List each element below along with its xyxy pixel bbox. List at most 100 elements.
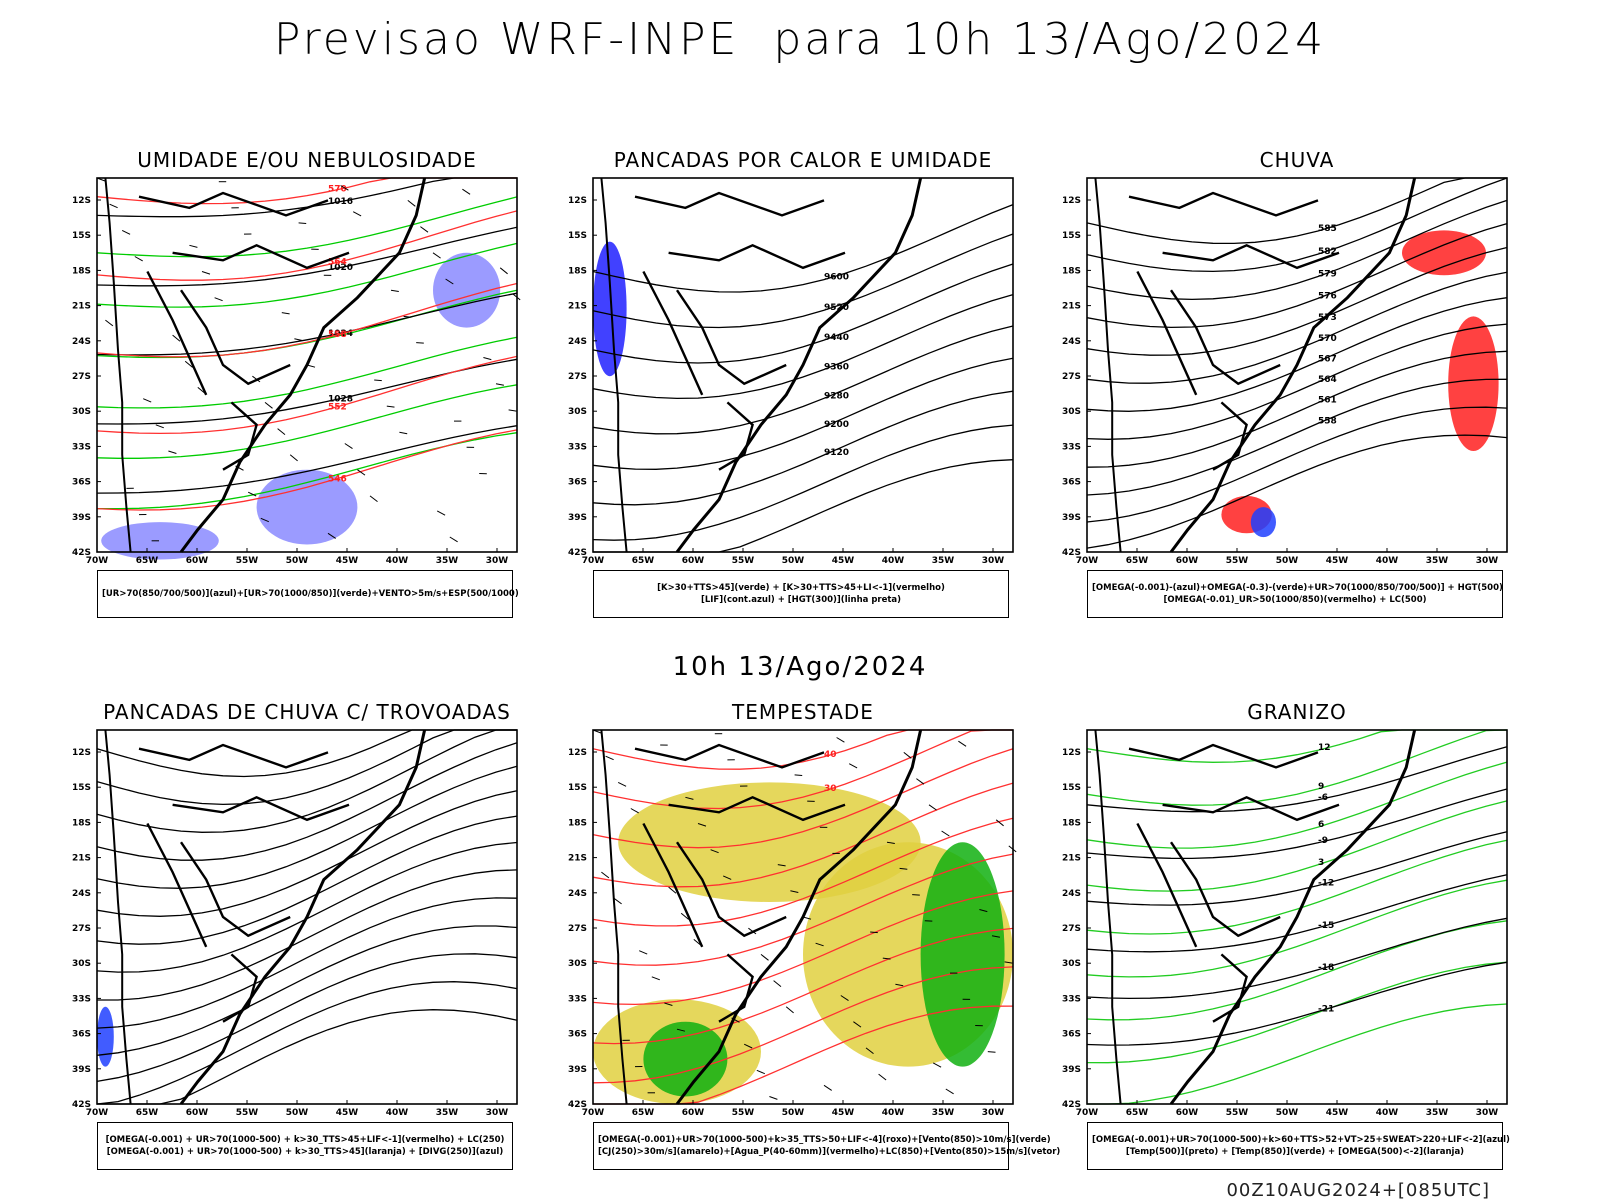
lat-tick-label: 33S — [568, 442, 587, 452]
lat-tick-label: 21S — [1062, 854, 1081, 864]
contour-label: 12 — [1318, 743, 1331, 753]
legend-trovoadas: [OMEGA(-0.001) + UR>70(1000-500) + k>30_… — [97, 1122, 513, 1170]
lat-tick-label: 15S — [1062, 783, 1081, 793]
lat-tick-label: 36S — [1062, 478, 1081, 488]
legend-line: [OMEGA(-0.001)-(azul)+OMEGA(-0.3)-(verde… — [1092, 582, 1498, 594]
legend-line: [K>30+TTS>45](verde) + [K>30+TTS>45+LI<-… — [598, 582, 1004, 594]
lon-tick-label: 70W — [582, 1108, 605, 1118]
contour-label: -9 — [1318, 836, 1328, 846]
lon-tick-label: 40W — [1376, 1108, 1399, 1118]
legend-granizo: [OMEGA(-0.001)+UR>70(1000-500)+k>60+TTS>… — [1087, 1122, 1503, 1170]
wind-arrow — [870, 932, 878, 933]
contour-label: 9360 — [824, 363, 849, 373]
lon-tick-label: 45W — [832, 556, 855, 566]
legend-chuva: [OMEGA(-0.001)-(azul)+OMEGA(-0.3)-(verde… — [1087, 570, 1503, 618]
map-pancadas-calor: 960095209440936092809200912012S15S18S21S… — [593, 178, 1013, 552]
lon-tick-label: 65W — [632, 1108, 655, 1118]
lon-tick-label: 60W — [1176, 556, 1199, 566]
lat-tick-label: 27S — [72, 372, 91, 382]
legend-line: [OMEGA(-0.001)+UR>70(1000-500)+k>60+TTS>… — [1092, 1134, 1498, 1146]
contour-label: 558 — [328, 330, 347, 340]
lat-tick-label: 18S — [1062, 266, 1081, 276]
lat-tick-label: 36S — [72, 478, 91, 488]
lat-tick-label: 18S — [72, 818, 91, 828]
contour-label: -21 — [1318, 1005, 1334, 1015]
map-chuva: 58558257957657357056756456155812S15S18S2… — [1087, 178, 1507, 552]
lat-tick-label: 36S — [72, 1030, 91, 1040]
legend-line: [OMEGA(-0.001)+UR>70(1000-500)+k>35_TTS>… — [598, 1134, 1004, 1146]
lon-tick-label: 60W — [682, 1108, 705, 1118]
panel-title-tempestade: TEMPESTADE — [593, 700, 1013, 724]
legend-line: [OMEGA(-0.001) + UR>70(1000-500) + k>30_… — [102, 1146, 508, 1158]
lon-tick-label: 55W — [1226, 556, 1249, 566]
lon-tick-label: 50W — [286, 1108, 309, 1118]
lat-tick-label: 39S — [72, 1065, 91, 1075]
lon-tick-label: 45W — [1326, 556, 1349, 566]
contour-label: 546 — [328, 474, 347, 484]
lon-tick-label: 30W — [982, 556, 1005, 566]
lat-tick-label: 12S — [1062, 196, 1081, 206]
lon-tick-label: 60W — [1176, 1108, 1199, 1118]
lat-tick-label: 21S — [72, 854, 91, 864]
contour-label: 40 — [824, 750, 837, 760]
lat-tick-label: 33S — [1062, 994, 1081, 1004]
lon-tick-label: 50W — [782, 1108, 805, 1118]
contour-label: -18 — [1318, 963, 1334, 973]
contour-label: 576 — [1318, 291, 1337, 301]
lat-tick-label: 15S — [72, 783, 91, 793]
lat-tick-label: 39S — [568, 1065, 587, 1075]
contour-label: 30 — [824, 784, 837, 794]
lat-tick-label: 12S — [1062, 748, 1081, 758]
lat-tick-label: 30S — [72, 959, 91, 969]
contour-label: 585 — [1318, 224, 1337, 234]
lon-tick-label: 45W — [336, 556, 359, 566]
wind-arrow — [416, 343, 424, 344]
lon-tick-label: 50W — [1276, 1108, 1299, 1118]
lon-tick-label: 55W — [1226, 1108, 1249, 1118]
wind-arrow — [299, 223, 307, 224]
lon-tick-label: 40W — [386, 1108, 409, 1118]
contour-label: 1016 — [328, 197, 353, 207]
lat-tick-label: 27S — [568, 924, 587, 934]
omega-area — [1251, 507, 1276, 537]
lon-tick-label: 45W — [336, 1108, 359, 1118]
lon-tick-label: 65W — [632, 556, 655, 566]
legend-umidade: [UR>70(850/700/500)](azul)+[UR>70(1000/8… — [97, 570, 513, 618]
legend-line: [LIF](cont.azul) + [HGT(300)](linha pret… — [598, 594, 1004, 606]
page-title: Previsao WRF-INPE para 10h 13/Ago/2024 — [0, 14, 1600, 65]
contour-label: 6 — [1318, 820, 1324, 830]
contour-label: 558 — [1318, 416, 1337, 426]
lon-tick-label: 55W — [732, 1108, 755, 1118]
wind-arrow — [374, 380, 382, 381]
contour-label: 552 — [328, 402, 347, 412]
lon-tick-label: 55W — [236, 556, 259, 566]
lon-tick-label: 70W — [1076, 556, 1099, 566]
lon-tick-label: 55W — [732, 556, 755, 566]
lon-tick-label: 30W — [1476, 556, 1499, 566]
contour-label: 9120 — [824, 448, 849, 458]
lat-tick-label: 24S — [72, 889, 91, 899]
lon-tick-label: 60W — [186, 556, 209, 566]
legend-line: [OMEGA(-0.01)_UR>50(1000/850)(vermelho) … — [1092, 594, 1498, 606]
legend-line: [Temp(500)](preto) + [Temp(850)](verde) … — [1092, 1146, 1498, 1158]
lat-tick-label: 27S — [1062, 372, 1081, 382]
lon-tick-label: 50W — [782, 556, 805, 566]
contour-label: 570 — [328, 185, 347, 195]
lon-tick-label: 30W — [1476, 1108, 1499, 1118]
rain-area — [1448, 316, 1498, 451]
lat-tick-label: 18S — [1062, 818, 1081, 828]
lon-tick-label: 35W — [1426, 556, 1449, 566]
lat-tick-label: 12S — [568, 748, 587, 758]
lat-tick-label: 36S — [1062, 1030, 1081, 1040]
lon-tick-label: 70W — [582, 556, 605, 566]
contour-label: 9600 — [824, 273, 849, 283]
lon-tick-label: 60W — [682, 556, 705, 566]
lon-tick-label: 40W — [882, 556, 905, 566]
lon-tick-label: 50W — [286, 556, 309, 566]
divg-area — [97, 1007, 114, 1067]
lon-tick-label: 65W — [136, 1108, 159, 1118]
lat-tick-label: 24S — [568, 889, 587, 899]
lon-tick-label: 70W — [1076, 1108, 1099, 1118]
legend-line: [UR>70(850/700/500)](azul)+[UR>70(1000/8… — [102, 588, 508, 600]
